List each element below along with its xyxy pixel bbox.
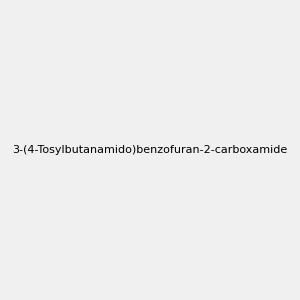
Text: 3-(4-Tosylbutanamido)benzofuran-2-carboxamide: 3-(4-Tosylbutanamido)benzofuran-2-carbox…	[12, 145, 288, 155]
